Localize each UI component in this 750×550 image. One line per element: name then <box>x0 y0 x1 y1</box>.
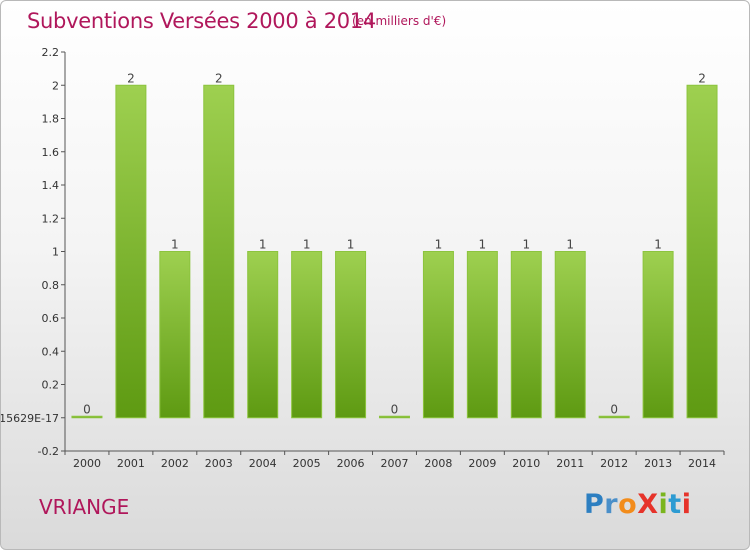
x-tick-label: 2006 <box>337 457 365 470</box>
y-tick-label: 2 <box>52 79 59 92</box>
bar-2009 <box>466 251 498 419</box>
logo-letter: o <box>618 489 638 520</box>
x-tick-label: 2001 <box>117 457 145 470</box>
data-label-2004: 1 <box>259 238 267 252</box>
bar-2007 <box>379 415 410 419</box>
x-tick-label: 2004 <box>249 457 277 470</box>
logo-letter: r <box>604 489 619 520</box>
data-label-2011: 1 <box>566 238 574 252</box>
y-tick-label: 0.2 <box>42 379 60 392</box>
data-label-2002: 1 <box>171 238 179 252</box>
y-tick-label: 0.8 <box>42 279 60 292</box>
x-tick-label: 2005 <box>293 457 321 470</box>
y-tick-label: 1 <box>52 246 59 259</box>
x-tick-label: 2014 <box>688 457 716 470</box>
x-tick-label: 2007 <box>381 457 409 470</box>
x-tick-label: 2003 <box>205 457 233 470</box>
data-label-2007: 0 <box>391 402 399 416</box>
data-label-2010: 1 <box>522 238 530 252</box>
bar-2000 <box>71 415 103 419</box>
bar-2012 <box>598 415 630 419</box>
logo-letter: P <box>584 489 605 520</box>
x-tick-label: 2013 <box>644 457 672 470</box>
x-tick-label: 2009 <box>468 457 496 470</box>
commune-name: VRIANGE <box>39 495 130 519</box>
chart-title: Subventions Versées 2000 à 2014 <box>27 9 376 33</box>
x-tick-label: 2010 <box>512 457 540 470</box>
bar-2005 <box>291 251 323 419</box>
data-label-2013: 1 <box>654 238 662 252</box>
data-label-2014: 2 <box>698 71 706 85</box>
x-tick-label: 2012 <box>600 457 628 470</box>
y-tick-label: 2.2 <box>42 46 60 59</box>
bar-2011 <box>554 251 586 419</box>
x-tick-label: 2000 <box>73 457 101 470</box>
bar-2008 <box>422 251 454 419</box>
data-label-2001: 2 <box>127 71 135 85</box>
bar-2014 <box>686 84 718 419</box>
data-label-2005: 1 <box>303 238 311 252</box>
proxiti-logo: ProXiti <box>584 489 691 520</box>
y-tick-label: 1.6 <box>42 146 60 159</box>
bar-2004 <box>247 251 279 419</box>
y-tick-label: -15629E-17 <box>1 412 59 425</box>
y-tick-label: 0.6 <box>42 312 60 325</box>
data-label-2008: 1 <box>435 238 443 252</box>
bar-2001 <box>115 84 147 419</box>
data-label-2009: 1 <box>479 238 487 252</box>
bar-2013 <box>642 251 674 419</box>
x-tick-label: 2011 <box>556 457 584 470</box>
x-tick-label: 2002 <box>161 457 189 470</box>
y-tick-label: 1.2 <box>42 212 60 225</box>
bar-2006 <box>335 251 367 419</box>
data-label-2000: 0 <box>83 402 91 416</box>
data-label-2012: 0 <box>610 402 618 416</box>
y-tick-label: 1.8 <box>42 113 60 126</box>
logo-letter: t <box>668 489 682 520</box>
data-label-2003: 2 <box>215 71 223 85</box>
y-tick-label: -0.2 <box>38 445 59 458</box>
x-tick-label: 2008 <box>424 457 452 470</box>
chart-subtitle: (en milliers d'€) <box>352 14 447 28</box>
logo-letter: i <box>681 489 692 520</box>
logo-letter: X <box>637 489 659 520</box>
y-tick-label: 1.4 <box>42 179 60 192</box>
bar-2010 <box>510 251 542 419</box>
bar-2002 <box>159 251 191 419</box>
data-label-2006: 1 <box>347 238 355 252</box>
y-tick-label: 0.4 <box>42 345 60 358</box>
logo-letter: i <box>658 489 669 520</box>
bar-2003 <box>203 84 235 419</box>
